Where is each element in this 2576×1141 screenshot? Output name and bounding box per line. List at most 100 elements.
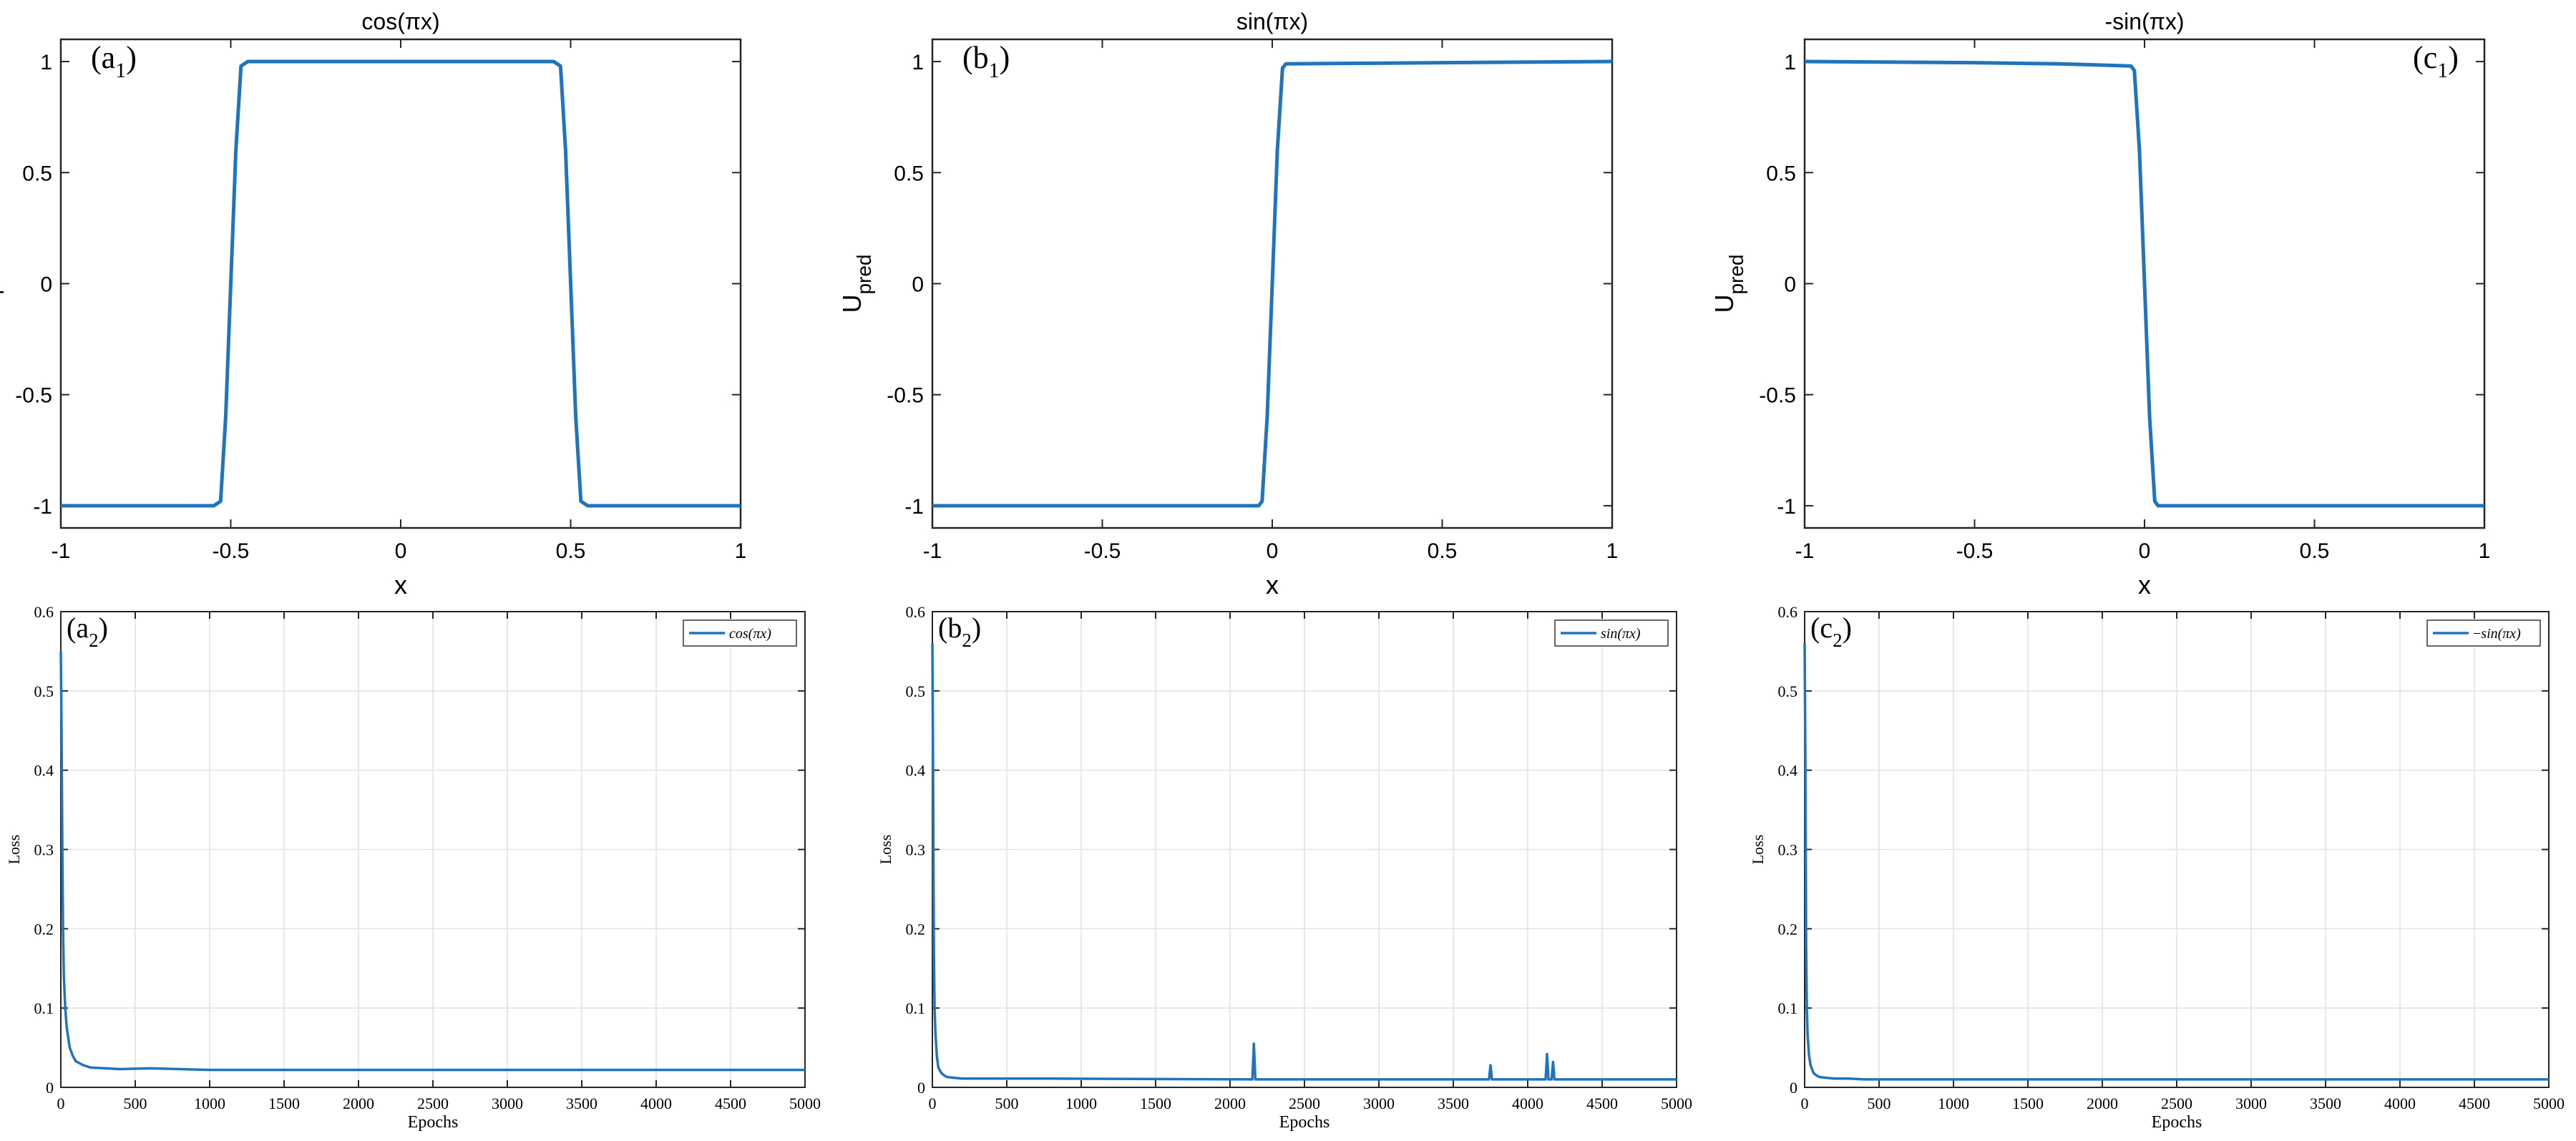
x-tick-label: 1000 [1938,1095,1969,1112]
y-tick-label: 0.5 [22,162,52,185]
x-tick-label: 2000 [2087,1095,2118,1112]
x-axis-label: Epochs [2152,1113,2202,1132]
y-tick-label: 1 [1784,51,1796,74]
x-tick-label: 1500 [1140,1095,1171,1112]
series-line [932,59,1613,508]
panel-label-close: ) [1000,40,1010,75]
x-tick-label: 0 [1801,1095,1809,1112]
y-tick-label: 0.6 [906,603,926,621]
x-tick-label: 0 [57,1095,65,1112]
chart-title: -sin(πx) [2105,9,2185,34]
x-axis-label: x [394,570,407,599]
panel-label-close: ) [126,40,137,75]
y-tick-label: 0.1 [34,999,54,1017]
x-tick-label: -0.5 [1956,539,1994,563]
x-tick-label: -0.5 [1084,539,1121,563]
y-axis-label: Upred [0,254,4,313]
x-tick-label: 4000 [1512,1095,1543,1112]
y-tick-label: 0 [40,273,52,297]
legend-label: sin(πx) [1601,626,1641,642]
y-tick-label: 0.5 [1766,162,1796,185]
x-tick-label: 1500 [268,1095,300,1112]
series-line [61,59,741,508]
panel-label-sub: 1 [115,59,126,82]
x-tick-label: 4500 [1586,1095,1618,1112]
series-line [59,651,805,1072]
y-axis-label-main: Loss [5,835,23,865]
x-tick-label: 500 [1868,1095,1891,1112]
panel-label: (c1) [2413,40,2459,82]
panel-label-main: (c [2413,40,2437,75]
y-tick-label: 0 [1790,1079,1797,1097]
y-tick-label: 0.2 [34,920,54,938]
y-tick-label: 0.1 [906,999,926,1017]
x-axis-label: Epochs [1279,1113,1330,1132]
y-axis-label-main: U [1709,295,1739,313]
y-tick-label: 0.3 [34,841,54,859]
legend-label-fn: sin [1601,626,1617,642]
x-tick-label: 4000 [2384,1095,2416,1112]
x-tick-label: 1 [1606,539,1619,563]
x-tick-label: 1500 [2012,1095,2044,1112]
y-tick-label: 0.4 [34,762,54,780]
y-axis-label: Loss [1749,835,1767,865]
legend-label: −sin(πx) [2473,626,2521,642]
x-tick-label: 3000 [492,1095,523,1112]
panel-label-main: (b [938,612,962,644]
y-tick-label: -0.5 [887,384,924,408]
x-tick-label: 3000 [1363,1095,1395,1112]
x-axis-label: x [1266,570,1279,599]
panel-label: (c2) [1810,612,1852,651]
panel-label-sub: 2 [89,630,99,651]
x-tick-label: 2000 [1214,1095,1246,1112]
x-tick-label: -1 [1795,539,1815,563]
x-tick-label: 0 [395,539,407,563]
x-tick-label: -1 [923,539,942,563]
x-tick-label: 1 [2479,539,2491,563]
y-tick-label: 1 [40,51,52,74]
legend-label-prefix: − [2473,626,2481,642]
panel-label-sub: 2 [962,630,972,651]
chart-panel-a2: 0 500 1000 1500 2000 2500 3000 3500 4000 4500 5000… [5,603,821,1132]
y-axis-label-main: Loss [877,835,894,865]
y-axis-label-main: Loss [1749,835,1767,865]
y-tick-label: 0.2 [1778,920,1798,938]
x-tick-label: 0.5 [1428,539,1458,563]
legend-label-arg: (πx) [2498,626,2522,642]
panel-label-sub: 1 [2437,59,2448,82]
y-tick-label: 0.6 [34,603,54,621]
panel-label: (a1) [91,40,137,82]
chart-panel-c2: 0 500 1000 1500 2000 2500 3000 3500 4000 4500 5000… [1749,603,2565,1132]
legend-label-fn: cos [729,626,748,642]
y-axis-label: Loss [5,835,23,865]
y-tick-label: 0.5 [894,162,924,185]
chart-panel-b2: 0 500 1000 1500 2000 2500 3000 3500 4000 4500 5000… [877,603,1692,1132]
x-axis-label: Epochs [408,1113,459,1132]
y-tick-label: 0.5 [906,682,926,700]
x-tick-label: -1 [52,539,71,563]
x-tick-label: 0 [929,1095,937,1112]
y-axis-label: Upred [837,254,875,313]
panel-label: (b1) [962,40,1010,82]
x-tick-label: 0.5 [556,539,586,563]
y-tick-label: -1 [33,495,52,519]
panel-label: (a2) [67,612,108,651]
chart-title: sin(πx) [1236,9,1308,34]
y-axis-label-sub: pred [1725,254,1747,294]
x-tick-label: -0.5 [213,539,250,563]
x-tick-label: 5000 [2533,1095,2565,1112]
x-tick-label: 4500 [715,1095,746,1112]
x-tick-label: 3500 [1438,1095,1469,1112]
x-tick-label: 2500 [1289,1095,1320,1112]
panel-label-main: (a [91,40,115,75]
panel-label-close: ) [972,612,981,644]
panel-label-main: (a [67,612,89,644]
y-axis-label-sub: pred [0,254,4,294]
panel-label-close: ) [2448,40,2459,75]
y-tick-label: 0 [917,1079,925,1097]
y-tick-label: 0.3 [906,841,926,859]
panel-label-sub: 2 [1833,630,1843,651]
x-tick-label: 2500 [417,1095,449,1112]
